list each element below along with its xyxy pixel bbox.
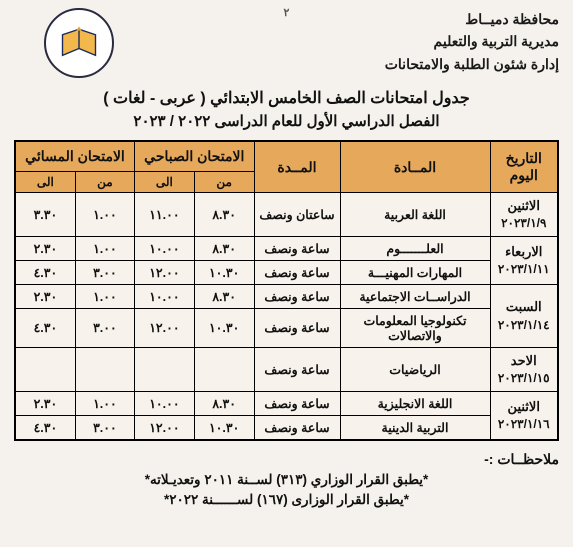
subject-cell: التربية الدينية: [340, 415, 490, 440]
evening-to-cell: ٤.٣٠: [15, 308, 75, 347]
day-label: الاثنين: [493, 197, 556, 215]
evening-from-cell: ١.٠٠: [75, 236, 134, 260]
morning-from-cell: ٨.٣٠: [194, 284, 254, 308]
book-icon: [57, 21, 101, 65]
table-row: الاحد٢٠٢٣/١/١٥الرياضياتساعة ونصف: [15, 347, 558, 391]
col-evening-to: الى: [15, 172, 75, 193]
col-subject: المــادة: [340, 141, 490, 193]
evening-to-cell: [15, 347, 75, 391]
duration-cell: ساعة ونصف: [254, 347, 340, 391]
table-row: الاربعاء٢٠٢٣/١/١١العلـــــــومساعة ونصف٨…: [15, 236, 558, 260]
duration-cell: ساعة ونصف: [254, 260, 340, 284]
header-line-2: مديرية التربية والتعليم: [385, 30, 559, 52]
table-row: التربية الدينيةساعة ونصف١٠.٣٠١٢.٠٠٣.٠٠٤.…: [15, 415, 558, 440]
notes-title: ملاحظــات :-: [14, 451, 559, 468]
document-titles: جدول امتحانات الصف الخامس الابتدائي ( عر…: [14, 88, 559, 130]
morning-from-cell: ١٠.٣٠: [194, 260, 254, 284]
table-row: السبت٢٠٢٣/١/١٤الدراســات الاجتماعيةساعة …: [15, 284, 558, 308]
evening-to-cell: ٢.٣٠: [15, 284, 75, 308]
duration-cell: ساعتان ونصف: [254, 193, 340, 237]
note-2: *يطبق القرار الوزارى (١٦٧) لســــــنة ٢٠…: [14, 492, 559, 508]
morning-to-cell: ١٢.٠٠: [135, 308, 195, 347]
morning-from-cell: ٨.٣٠: [194, 193, 254, 237]
duration-cell: ساعة ونصف: [254, 415, 340, 440]
table-row: الاثنين٢٠٢٣/١/١٦اللغة الانجليزيةساعة ونص…: [15, 391, 558, 415]
evening-to-cell: ٤.٣٠: [15, 260, 75, 284]
header-line-1: محافظة دميــاط: [385, 8, 559, 30]
evening-from-cell: ٣.٠٠: [75, 308, 134, 347]
date-label: ٢٠٢٣/١/١١: [493, 261, 556, 278]
date-cell: الاربعاء٢٠٢٣/١/١١: [490, 236, 558, 284]
header-line-3: إدارة شئون الطلبة والامتحانات: [385, 53, 559, 75]
subject-cell: اللغة العربية: [340, 193, 490, 237]
day-label: الاثنين: [493, 398, 556, 416]
date-label: ٢٠٢٣/١/٩: [493, 215, 556, 232]
morning-to-cell: ١١.٠٠: [135, 193, 195, 237]
subject-cell: تكنولوجيا المعلومات والاتصالات: [340, 308, 490, 347]
table-row: الاثنين٢٠٢٣/١/٩اللغة العربيةساعتان ونصف٨…: [15, 193, 558, 237]
col-duration: المــدة: [254, 141, 340, 193]
day-label: الاربعاء: [493, 243, 556, 261]
table-body: الاثنين٢٠٢٣/١/٩اللغة العربيةساعتان ونصف٨…: [15, 193, 558, 440]
col-evening-from: من: [75, 172, 134, 193]
date-cell: السبت٢٠٢٣/١/١٤: [490, 284, 558, 347]
table-row: المهارات المهنيـــةساعة ونصف١٠.٣٠١٢.٠٠٣.…: [15, 260, 558, 284]
table-head: التاريخ اليوم المــادة المــدة الامتحان …: [15, 141, 558, 193]
evening-from-cell: ١.٠٠: [75, 284, 134, 308]
evening-to-cell: ٢.٣٠: [15, 391, 75, 415]
col-evening: الامتحان المسائي: [15, 141, 135, 172]
evening-from-cell: ١.٠٠: [75, 391, 134, 415]
date-cell: الاثنين٢٠٢٣/١/١٦: [490, 391, 558, 440]
subject-cell: المهارات المهنيـــة: [340, 260, 490, 284]
note-1: *يطبق القرار الوزاري (٣١٣) لســنة ٢٠١١ و…: [14, 472, 559, 488]
col-date: التاريخ اليوم: [490, 141, 558, 193]
notes-section: ملاحظــات :- *يطبق القرار الوزاري (٣١٣) …: [14, 451, 559, 508]
evening-from-cell: ٣.٠٠: [75, 415, 134, 440]
date-label: ٢٠٢٣/١/١٥: [493, 370, 556, 387]
subject-cell: اللغة الانجليزية: [340, 391, 490, 415]
title-sub: الفصل الدراسي الأول للعام الدراسى ٢٠٢٢ /…: [14, 112, 559, 130]
morning-from-cell: ١٠.٣٠: [194, 415, 254, 440]
duration-cell: ساعة ونصف: [254, 391, 340, 415]
evening-from-cell: ٣.٠٠: [75, 260, 134, 284]
subject-cell: العلـــــــوم: [340, 236, 490, 260]
day-label: الاحد: [493, 352, 556, 370]
morning-from-cell: [194, 347, 254, 391]
ministry-logo: [44, 8, 114, 78]
col-morning-from: من: [194, 172, 254, 193]
morning-to-cell: ١٠.٠٠: [135, 391, 195, 415]
evening-to-cell: ٣.٣٠: [15, 193, 75, 237]
title-main: جدول امتحانات الصف الخامس الابتدائي ( عر…: [14, 88, 559, 108]
evening-to-cell: ٢.٣٠: [15, 236, 75, 260]
header-authority: محافظة دميــاط مديرية التربية والتعليم إ…: [385, 8, 559, 75]
date-label: ٢٠٢٣/١/١٦: [493, 416, 556, 433]
col-morning-to: الى: [135, 172, 195, 193]
morning-to-cell: ١٠.٠٠: [135, 284, 195, 308]
evening-from-cell: ١.٠٠: [75, 193, 134, 237]
date-cell: الاثنين٢٠٢٣/١/٩: [490, 193, 558, 237]
day-label: السبت: [493, 298, 556, 316]
date-cell: الاحد٢٠٢٣/١/١٥: [490, 347, 558, 391]
morning-to-cell: [135, 347, 195, 391]
exam-schedule-table: التاريخ اليوم المــادة المــدة الامتحان …: [14, 140, 559, 441]
morning-from-cell: ٨.٣٠: [194, 236, 254, 260]
date-label: ٢٠٢٣/١/١٤: [493, 317, 556, 334]
duration-cell: ساعة ونصف: [254, 236, 340, 260]
duration-cell: ساعة ونصف: [254, 284, 340, 308]
col-morning: الامتحان الصباحي: [135, 141, 255, 172]
subject-cell: الدراســات الاجتماعية: [340, 284, 490, 308]
table-row: تكنولوجيا المعلومات والاتصالاتساعة ونصف١…: [15, 308, 558, 347]
evening-from-cell: [75, 347, 134, 391]
subject-cell: الرياضيات: [340, 347, 490, 391]
duration-cell: ساعة ونصف: [254, 308, 340, 347]
evening-to-cell: ٤.٣٠: [15, 415, 75, 440]
morning-from-cell: ٨.٣٠: [194, 391, 254, 415]
morning-to-cell: ١٢.٠٠: [135, 415, 195, 440]
morning-to-cell: ١٠.٠٠: [135, 236, 195, 260]
morning-to-cell: ١٢.٠٠: [135, 260, 195, 284]
page-number: ٢: [284, 6, 290, 19]
morning-from-cell: ١٠.٣٠: [194, 308, 254, 347]
